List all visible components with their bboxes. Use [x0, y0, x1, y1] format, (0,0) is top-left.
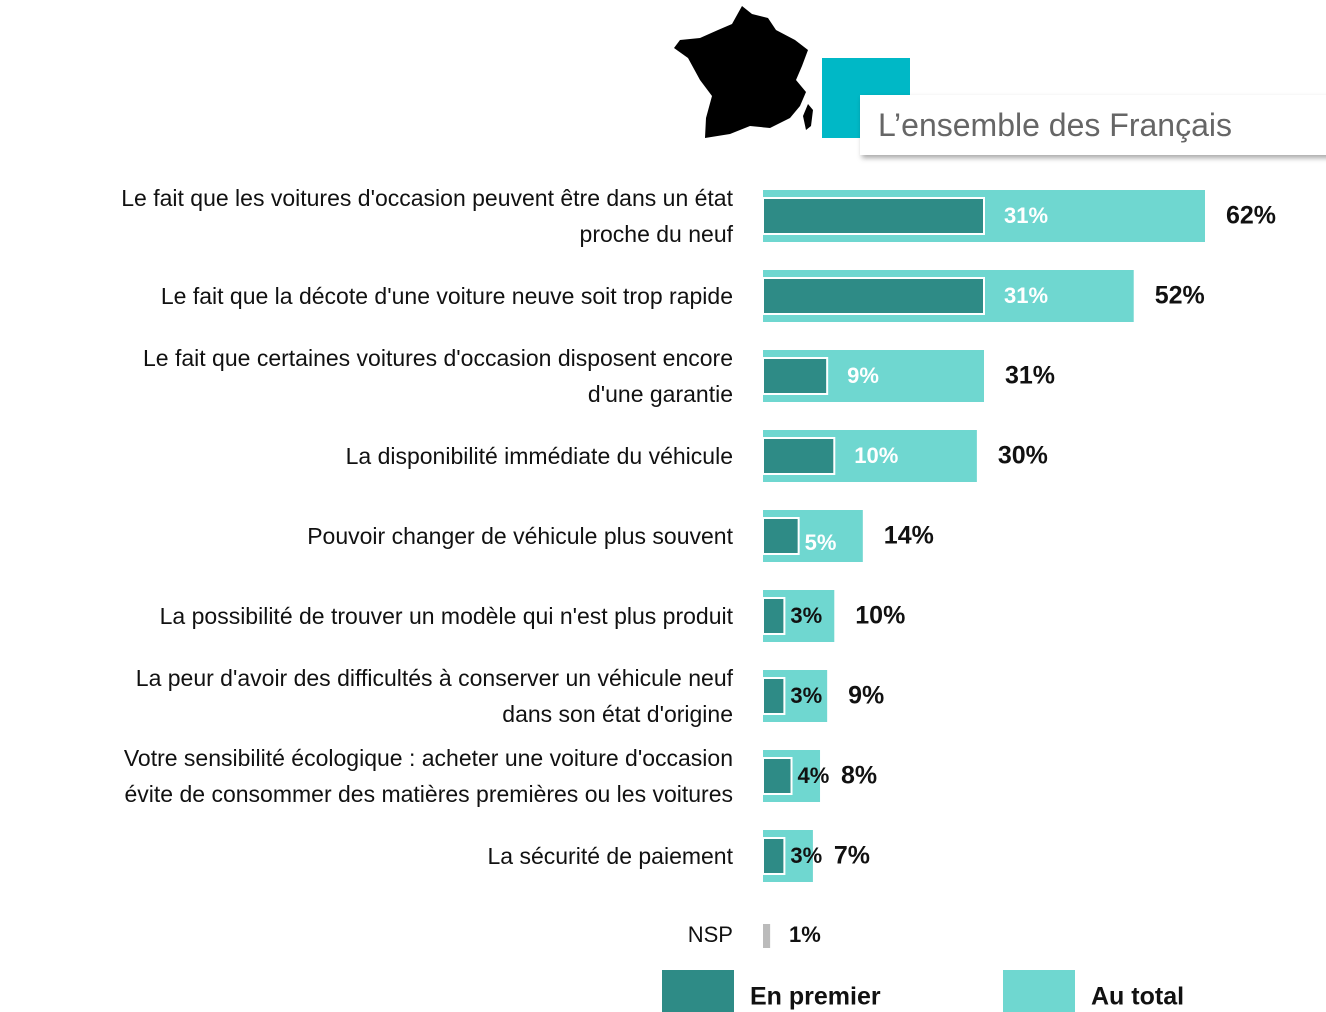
- value-label-first: 31%: [1004, 283, 1048, 308]
- value-label-first: 9%: [847, 363, 879, 388]
- bar-nsp: [763, 924, 771, 948]
- legend-label: En premier: [750, 983, 881, 1011]
- value-label-first: 3%: [790, 843, 822, 868]
- bar-first: [762, 357, 829, 395]
- value-label-first: 10%: [854, 443, 898, 468]
- value-label-first: 4%: [798, 763, 830, 788]
- value-label-first: 3%: [790, 683, 822, 708]
- category-label: La peur d'avoir des difficultés à conser…: [135, 665, 733, 727]
- category-label: Le fait que la décote d'une voiture neuv…: [160, 283, 733, 309]
- category-label: La possibilité de trouver un modèle qui …: [159, 603, 733, 629]
- nsp-value-label: 1%: [789, 922, 821, 947]
- bar-first: [762, 517, 800, 555]
- category-label: La disponibilité immédiate du véhicule: [345, 443, 733, 469]
- bar-first: [762, 837, 786, 875]
- legend-swatch: [662, 970, 734, 1012]
- bar-first: [762, 677, 786, 715]
- value-label-first: 3%: [790, 603, 822, 628]
- legend-label: Au total: [1091, 983, 1184, 1011]
- category-label: Pouvoir changer de véhicule plus souvent: [307, 523, 733, 549]
- chart-title: L’ensemble des Français: [860, 95, 1326, 155]
- bar-first: [762, 197, 985, 235]
- bar-first: [762, 277, 985, 315]
- value-label-total: 52%: [1155, 282, 1205, 310]
- france-map: [674, 6, 808, 138]
- value-label-total: 62%: [1226, 202, 1276, 230]
- legend-swatch: [1003, 970, 1075, 1012]
- value-label-total: 8%: [841, 762, 877, 790]
- value-label-first: 31%: [1004, 203, 1048, 228]
- nsp-label: NSP: [688, 922, 733, 947]
- category-label: Le fait que les voitures d'occasion peuv…: [121, 185, 733, 247]
- value-label-total: 14%: [884, 522, 934, 550]
- corsica: [803, 104, 813, 130]
- bar-first: [762, 757, 793, 795]
- value-label-total: 10%: [855, 602, 905, 630]
- value-label-total: 30%: [998, 442, 1048, 470]
- bar-first: [762, 597, 786, 635]
- bar-first: [762, 437, 836, 475]
- value-label-total: 9%: [848, 682, 884, 710]
- value-label-first: 5%: [805, 530, 837, 555]
- category-label: Votre sensibilité écologique : acheter u…: [123, 745, 733, 807]
- value-label-total: 31%: [1005, 362, 1055, 390]
- value-label-total: 7%: [834, 842, 870, 870]
- category-label: Le fait que certaines voitures d'occasio…: [143, 345, 733, 407]
- category-label: La sécurité de paiement: [487, 843, 734, 869]
